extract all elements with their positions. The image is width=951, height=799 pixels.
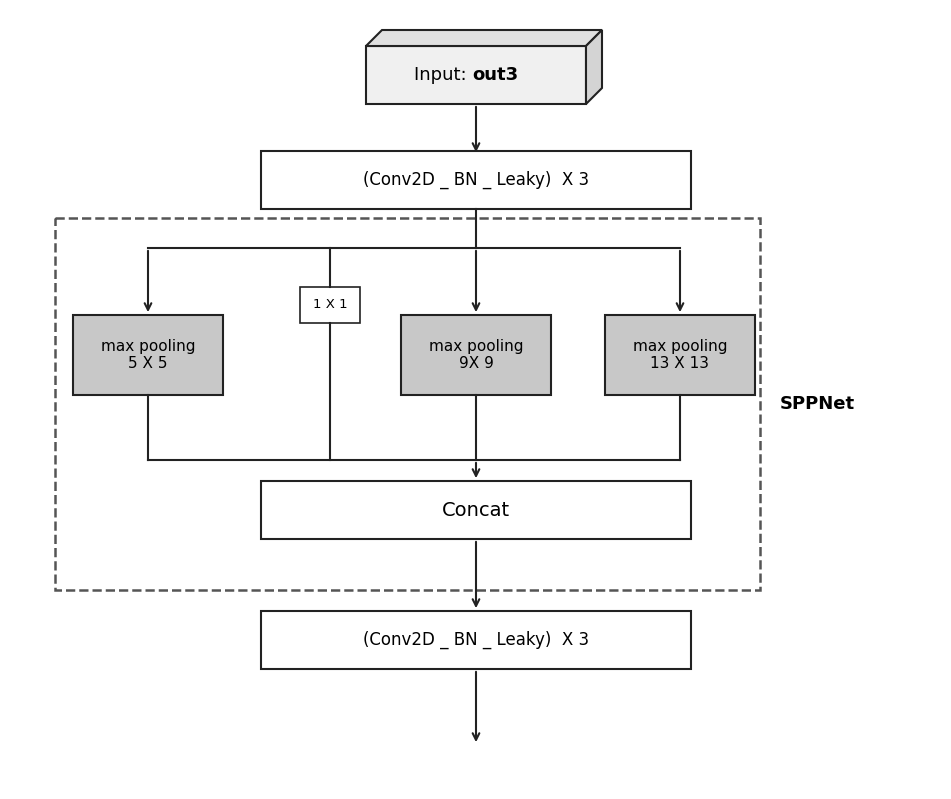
Text: Input:: Input: bbox=[414, 66, 472, 84]
Text: out3: out3 bbox=[472, 66, 518, 84]
Text: (Conv2D _ BN _ Leaky)  X 3: (Conv2D _ BN _ Leaky) X 3 bbox=[363, 171, 589, 189]
Text: SPPNet: SPPNet bbox=[780, 395, 855, 413]
FancyBboxPatch shape bbox=[261, 151, 691, 209]
FancyBboxPatch shape bbox=[366, 46, 586, 104]
Bar bbox=[55, 218, 760, 590]
Text: (Conv2D _ BN _ Leaky)  X 3: (Conv2D _ BN _ Leaky) X 3 bbox=[363, 631, 589, 649]
Polygon shape bbox=[366, 30, 602, 46]
FancyBboxPatch shape bbox=[261, 481, 691, 539]
Text: max pooling
9X 9: max pooling 9X 9 bbox=[429, 339, 523, 372]
Text: 1 X 1: 1 X 1 bbox=[313, 299, 347, 312]
FancyBboxPatch shape bbox=[261, 611, 691, 669]
FancyBboxPatch shape bbox=[605, 315, 755, 395]
Text: max pooling
5 X 5: max pooling 5 X 5 bbox=[101, 339, 195, 372]
Text: max pooling
13 X 13: max pooling 13 X 13 bbox=[632, 339, 728, 372]
FancyBboxPatch shape bbox=[73, 315, 223, 395]
FancyBboxPatch shape bbox=[300, 287, 360, 323]
Text: Concat: Concat bbox=[442, 500, 510, 519]
FancyBboxPatch shape bbox=[401, 315, 551, 395]
Polygon shape bbox=[586, 30, 602, 104]
